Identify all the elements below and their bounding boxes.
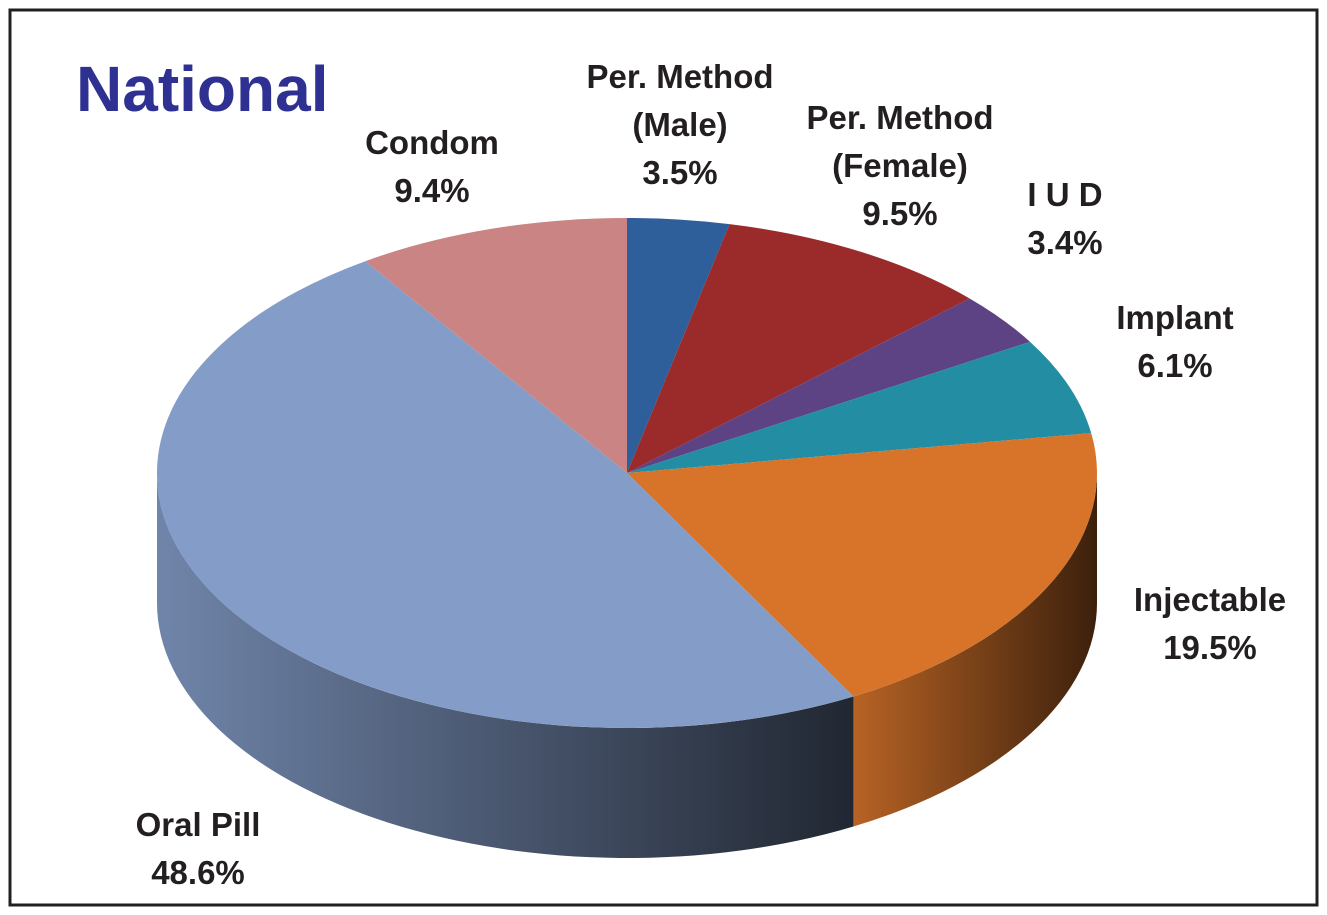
slice-label: I U D 3.4% (945, 171, 1185, 267)
slice-value: 9.4% (394, 172, 470, 209)
pie-slice (627, 224, 970, 473)
slice-value: 3.4% (1027, 224, 1103, 261)
slice-label: Condom 9.4% (312, 119, 552, 215)
pie-slice (156, 261, 854, 729)
pie-slice (627, 298, 1031, 473)
pie-slice (627, 341, 1092, 473)
slice-value: 9.5% (862, 195, 938, 232)
slice-value: 48.6% (151, 854, 245, 891)
chart-title: National (76, 53, 329, 125)
slice-label: Per. Method (Male) 3.5% (560, 53, 800, 197)
slice-label: Implant 6.1% (1055, 294, 1295, 390)
slice-label: Per. Method (Female) 9.5% (780, 94, 1020, 238)
slice-name: Per. Method (Male) (586, 58, 774, 143)
pie-slice (627, 218, 730, 473)
slice-name: Injectable (1133, 581, 1287, 618)
slice-name: Implant (1116, 299, 1234, 336)
slice-name: Condom (365, 124, 499, 161)
slice-name: I U D (1027, 176, 1103, 213)
slice-name: Per. Method (Female) (806, 99, 994, 184)
slice-value: 3.5% (642, 154, 718, 191)
pie-slice (365, 218, 627, 473)
frame (8, 8, 1319, 907)
slice-value: 19.5% (1163, 629, 1257, 666)
pie-slice-side (157, 473, 854, 859)
pie-slice (627, 433, 1097, 697)
slice-label: Injectable 19.5% (1090, 576, 1327, 672)
slice-value: 6.1% (1137, 347, 1213, 384)
slice-name: Oral Pill (135, 806, 261, 843)
pie-slice-side (853, 473, 1097, 827)
slice-label: Oral Pill 48.6% (78, 801, 318, 897)
